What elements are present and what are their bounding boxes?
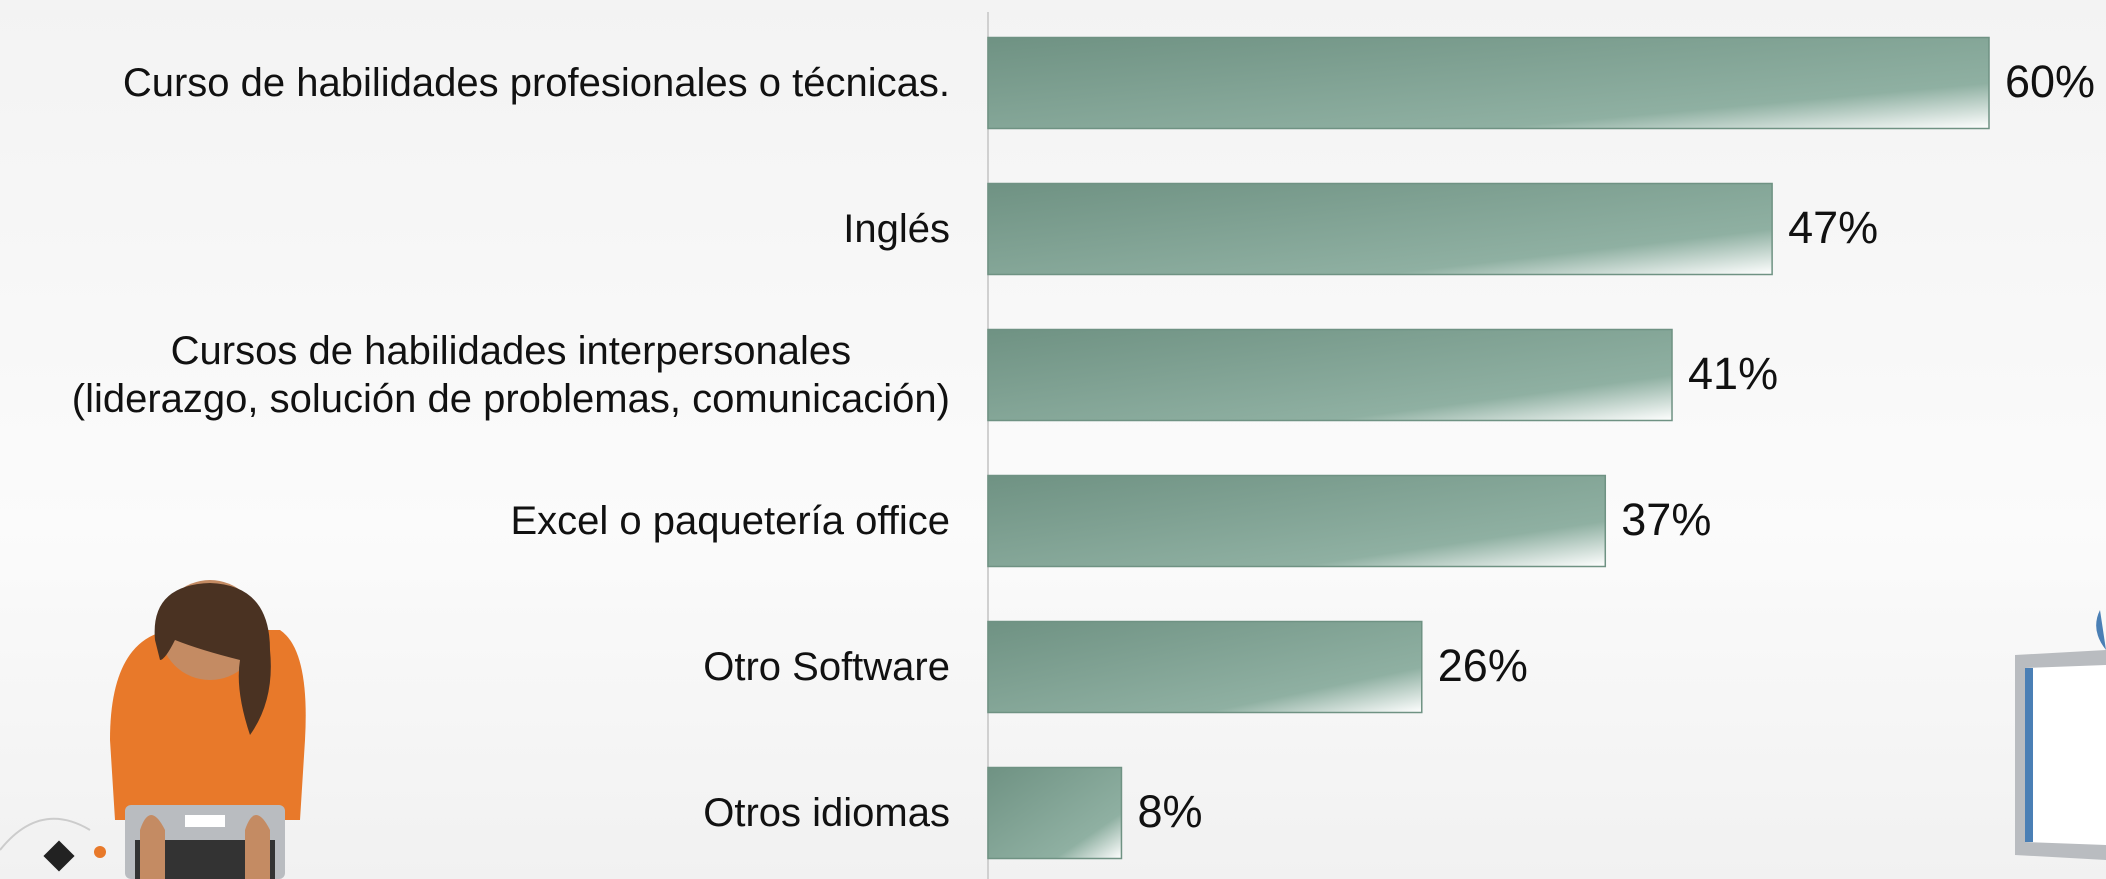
bar <box>987 182 1773 276</box>
value-label: 37% <box>1621 494 1711 545</box>
category-label: Excel o paquetería office <box>510 497 950 545</box>
value-label: 47% <box>1788 202 1878 253</box>
category-label-text: Curso de habilidades profesionales o téc… <box>122 61 950 105</box>
value-label: 26% <box>1438 640 1528 691</box>
category-label: Cursos de habilidades interpersonales (l… <box>72 327 950 423</box>
category-label-text: Otros idiomas <box>703 791 950 835</box>
bar <box>987 620 1423 714</box>
category-label-text: Cursos de habilidades interpersonales (l… <box>71 329 950 421</box>
bar <box>987 766 1123 860</box>
value-label: 41% <box>1688 348 1778 399</box>
bar <box>987 328 1673 422</box>
category-label-text: Otro Software <box>703 645 950 689</box>
bar <box>987 36 1990 130</box>
category-label: Otros idiomas <box>703 789 950 837</box>
value-label: 60% <box>2005 56 2095 107</box>
illustration-monitor <box>2015 610 2106 860</box>
value-label: 8% <box>1137 786 1202 837</box>
category-label-text: Excel o paquetería office <box>510 499 950 543</box>
category-label: Inglés <box>843 205 950 253</box>
bar <box>987 474 1607 568</box>
category-label-text: Inglés <box>843 207 950 251</box>
illustration-person <box>0 580 306 879</box>
category-label: Curso de habilidades profesionales o téc… <box>123 59 950 107</box>
category-label: Otro Software <box>703 643 950 691</box>
